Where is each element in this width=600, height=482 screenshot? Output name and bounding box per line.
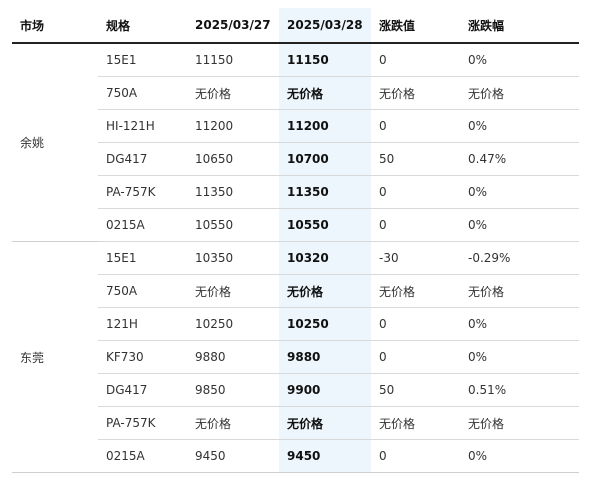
- change-value-cell: 无价格: [371, 274, 460, 308]
- price-table: 市场 规格 2025/03/27 2025/03/28 涨跌值 涨跌幅 余姚 1…: [12, 8, 579, 473]
- change-percent-cell: 0%: [460, 340, 579, 374]
- price-current-cell: 10320: [279, 241, 371, 275]
- spec-cell: PA-757K: [98, 406, 187, 440]
- change-percent-cell: 0%: [460, 307, 579, 341]
- change-value-cell: 0: [371, 439, 460, 473]
- spec-cell: 0215A: [98, 208, 187, 242]
- spec-cell: KF730: [98, 340, 187, 374]
- change-percent-cell: -0.29%: [460, 241, 579, 275]
- change-value-cell: 0: [371, 43, 460, 77]
- change-value-cell: -30: [371, 241, 460, 275]
- change-value-cell: 0: [371, 208, 460, 242]
- table-row: 0215A 10550 10550 0 0%: [12, 208, 579, 242]
- header-spec: 规格: [98, 8, 187, 44]
- price-prev-cell: 9450: [187, 439, 279, 473]
- table-body: 余姚 15E1 11150 11150 0 0% 750A 无价格 无价格 无价…: [12, 43, 579, 473]
- table-row: 东莞 15E1 10350 10320 -30 -0.29%: [12, 241, 579, 473]
- spec-cell: 750A: [98, 76, 187, 110]
- change-percent-cell: 0%: [460, 439, 579, 473]
- change-percent-cell: 无价格: [460, 406, 579, 440]
- header-date-current: 2025/03/28: [279, 8, 371, 44]
- change-value-cell: 无价格: [371, 406, 460, 440]
- table-row: DG417 10650 10700 50 0.47%: [12, 142, 579, 176]
- header-date-prev: 2025/03/27: [187, 8, 279, 44]
- spec-cell: 15E1: [98, 43, 187, 77]
- change-value-cell: 50: [371, 142, 460, 176]
- price-current-cell: 9450: [279, 439, 371, 473]
- change-percent-cell: 无价格: [460, 274, 579, 308]
- header-change-value: 涨跌值: [371, 8, 460, 44]
- price-prev-cell: 11200: [187, 109, 279, 143]
- price-prev-cell: 9880: [187, 340, 279, 374]
- table-header: 市场 规格 2025/03/27 2025/03/28 涨跌值 涨跌幅: [12, 8, 579, 44]
- change-value-cell: 0: [371, 307, 460, 341]
- price-prev-cell: 无价格: [187, 406, 279, 440]
- table-row: PA-757K 无价格 无价格 无价格 无价格: [12, 406, 579, 440]
- price-prev-cell: 9850: [187, 373, 279, 407]
- table-row: KF730 9880 9880 0 0%: [12, 340, 579, 374]
- price-prev-cell: 无价格: [187, 76, 279, 110]
- price-current-cell: 10700: [279, 142, 371, 176]
- table-row: 750A 无价格 无价格 无价格 无价格: [12, 274, 579, 308]
- header-row: 市场 规格 2025/03/27 2025/03/28 涨跌值 涨跌幅: [12, 8, 579, 44]
- price-current-cell: 无价格: [279, 406, 371, 440]
- change-value-cell: 0: [371, 175, 460, 209]
- spec-cell: PA-757K: [98, 175, 187, 209]
- spec-cell: HI-121H: [98, 109, 187, 143]
- change-percent-cell: 0%: [460, 43, 579, 77]
- price-current-cell: 11350: [279, 175, 371, 209]
- table-row: 余姚 15E1 11150 11150 0 0%: [12, 43, 579, 242]
- change-percent-cell: 0%: [460, 208, 579, 242]
- change-percent-cell: 0.51%: [460, 373, 579, 407]
- change-percent-cell: 0%: [460, 175, 579, 209]
- price-current-cell: 无价格: [279, 76, 371, 110]
- change-value-cell: 0: [371, 340, 460, 374]
- table-row: HI-121H 11200 11200 0 0%: [12, 109, 579, 143]
- price-prev-cell: 10250: [187, 307, 279, 341]
- price-current-cell: 9900: [279, 373, 371, 407]
- price-prev-cell: 无价格: [187, 274, 279, 308]
- header-change-percent: 涨跌幅: [460, 8, 579, 44]
- price-prev-cell: 11350: [187, 175, 279, 209]
- price-prev-cell: 10350: [187, 241, 279, 275]
- change-percent-cell: 无价格: [460, 76, 579, 110]
- price-prev-cell: 10650: [187, 142, 279, 176]
- spec-cell: 15E1: [98, 241, 187, 275]
- change-value-cell: 50: [371, 373, 460, 407]
- spec-cell: 750A: [98, 274, 187, 308]
- price-current-cell: 无价格: [279, 274, 371, 308]
- price-prev-cell: 10550: [187, 208, 279, 242]
- change-percent-cell: 0%: [460, 109, 579, 143]
- header-market: 市场: [12, 8, 98, 44]
- table-row: PA-757K 11350 11350 0 0%: [12, 175, 579, 209]
- spec-cell: 0215A: [98, 439, 187, 473]
- change-value-cell: 无价格: [371, 76, 460, 110]
- table-row: 0215A 9450 9450 0 0%: [12, 439, 579, 473]
- price-current-cell: 11200: [279, 109, 371, 143]
- spec-cell: 121H: [98, 307, 187, 341]
- spec-cell: DG417: [98, 142, 187, 176]
- table-row: DG417 9850 9900 50 0.51%: [12, 373, 579, 407]
- table-row: 121H 10250 10250 0 0%: [12, 307, 579, 341]
- price-current-cell: 10550: [279, 208, 371, 242]
- price-current-cell: 10250: [279, 307, 371, 341]
- price-current-cell: 9880: [279, 340, 371, 374]
- price-current-cell: 11150: [279, 43, 371, 77]
- market-cell: 余姚: [12, 43, 98, 242]
- price-prev-cell: 11150: [187, 43, 279, 77]
- change-percent-cell: 0.47%: [460, 142, 579, 176]
- spec-cell: DG417: [98, 373, 187, 407]
- market-cell: 东莞: [12, 241, 98, 473]
- table-row: 750A 无价格 无价格 无价格 无价格: [12, 76, 579, 110]
- change-value-cell: 0: [371, 109, 460, 143]
